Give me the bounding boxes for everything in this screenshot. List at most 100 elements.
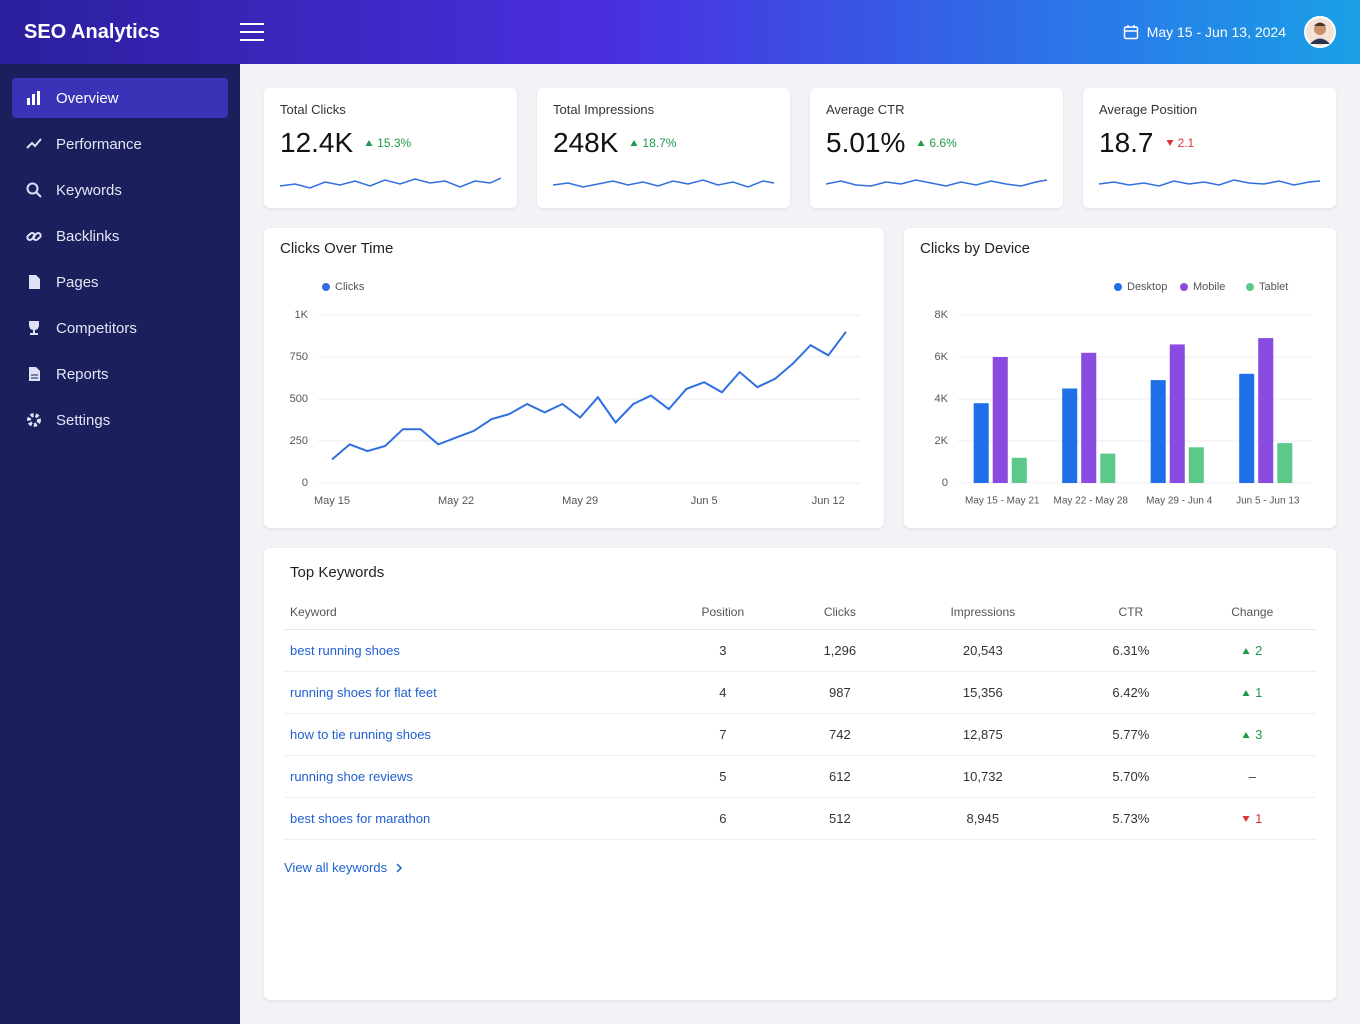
nav-icon <box>26 232 42 241</box>
view-all-link[interactable]: View all keywords <box>284 860 403 875</box>
nav-icon <box>27 91 40 105</box>
nav-item[interactable]: Competitors <box>12 308 228 348</box>
table-cell: 5.70% <box>1073 755 1189 798</box>
bar <box>1239 373 1255 483</box>
nav-item[interactable]: Settings <box>12 400 228 440</box>
nav-item[interactable]: Backlinks <box>12 216 228 256</box>
chart-title: Clicks by Device <box>920 240 1031 257</box>
nav-item[interactable]: Keywords <box>12 170 228 210</box>
table-cell: 3 <box>658 629 788 672</box>
cell-text: 612 <box>828 769 851 784</box>
keyword-link[interactable]: how to tie running shoes <box>290 727 431 742</box>
sparkline <box>826 179 1047 187</box>
trend-arrow <box>1242 648 1250 654</box>
bar <box>1062 388 1078 483</box>
cell-text: 5 <box>719 769 727 784</box>
table-cell: 987 <box>787 671 893 714</box>
nav-icon <box>29 367 40 381</box>
cell-text: 5.73% <box>1112 811 1150 826</box>
table-cell: running shoe reviews <box>284 755 659 798</box>
y-tick-label: 750 <box>290 351 308 363</box>
sparkline <box>553 179 774 188</box>
y-tick-label: 0 <box>302 477 308 489</box>
cell-text: 6.31% <box>1112 643 1150 658</box>
nav-item[interactable]: Pages <box>12 262 228 302</box>
nav-item[interactable]: Reports <box>12 354 228 394</box>
cell-text: 4 <box>719 685 727 700</box>
cell-text: 512 <box>828 811 851 826</box>
x-tick-label: May 15 - May 21 <box>965 496 1040 507</box>
table-card: Top Keywords Keyword Position Clicks Impres… <box>264 548 1336 1000</box>
trend-arrow <box>1242 732 1250 738</box>
table-cell: 20,543 <box>892 629 1074 672</box>
cell-text: 20,543 <box>962 643 1003 658</box>
nav-icon <box>27 413 41 427</box>
date-range[interactable]: May 15 - Jun 13, 2024 <box>1123 24 1286 40</box>
legend-marker <box>1246 283 1254 291</box>
menu-button[interactable] <box>240 23 264 41</box>
y-tick-label: 250 <box>290 435 308 447</box>
y-tick-label: 500 <box>290 393 308 405</box>
table-row: how to tie running shoes 7 742 12,875 5.77% 3 <box>284 713 1316 756</box>
bar <box>1188 447 1204 483</box>
cell-text: 6.42% <box>1112 685 1150 700</box>
keyword-link[interactable]: running shoes for flat feet <box>290 685 437 700</box>
kpi-change-text: 18.7% <box>642 136 677 150</box>
table-body: best running shoes 3 1,296 20,543 6.31% 2 runn… <box>284 629 1316 840</box>
nav-icon <box>29 321 39 335</box>
main-content: Total Clicks 12.4K 15.3% Total Impression… <box>240 64 1360 1024</box>
keyword-link[interactable]: running shoe reviews <box>290 769 413 784</box>
trend-arrow <box>1242 690 1250 696</box>
change-text: 1 <box>1255 685 1263 700</box>
column-header: Change <box>1188 595 1316 630</box>
sparkline <box>280 177 501 189</box>
trend-arrow <box>1166 140 1173 146</box>
y-tick-label: 4K <box>935 393 949 405</box>
keyword-link[interactable]: best shoes for marathon <box>290 811 431 826</box>
chart: 0 250 500 750 1K Clicks May 15 May 22 May 29 Jun … <box>290 281 860 507</box>
kpi-change: 6.6% <box>917 136 957 150</box>
nav-label: Backlinks <box>56 227 120 245</box>
cell-text: 10,732 <box>962 769 1003 784</box>
trend-arrow <box>917 140 925 146</box>
nav-label: Pages <box>56 273 99 291</box>
table-cell: best shoes for marathon <box>284 797 659 840</box>
change-text: – <box>1248 769 1256 784</box>
cell-text: 7 <box>719 727 727 742</box>
bar <box>1100 453 1116 483</box>
change-text: 3 <box>1255 727 1263 742</box>
legend-marker <box>322 283 330 291</box>
kpi-value: 18.7 <box>1099 127 1154 158</box>
chart-card: Clicks by Device 0 2K 4K 6K 8K Desktop Mobile T… <box>904 228 1336 528</box>
bar <box>1150 380 1166 483</box>
table-cell: 512 <box>787 797 893 840</box>
kpi-label: Total Impressions <box>553 102 655 117</box>
table-cell: 1,296 <box>787 629 893 672</box>
x-tick-label: Jun 5 - Jun 13 <box>1236 496 1300 507</box>
bar <box>1258 338 1274 483</box>
nav-item[interactable]: Overview <box>12 78 228 118</box>
table-cell: 612 <box>787 755 893 798</box>
table-cell: 5.73% <box>1073 797 1189 840</box>
table-cell: how to tie running shoes <box>284 713 659 756</box>
x-tick-label: Jun 12 <box>812 495 845 507</box>
link-text: View all keywords <box>284 860 388 875</box>
nav-label: Settings <box>56 411 111 429</box>
user-avatar[interactable] <box>1304 16 1336 48</box>
nav-item[interactable]: Performance <box>12 124 228 164</box>
table-cell: best running shoes <box>284 629 659 672</box>
kpi-label: Total Clicks <box>280 102 346 117</box>
legend-label: Tablet <box>1259 281 1288 293</box>
x-tick-label: Jun 5 <box>691 495 718 507</box>
arrow-shape <box>1242 732 1250 738</box>
cell-text: 5.70% <box>1112 769 1150 784</box>
legend-label: Desktop <box>1127 281 1167 293</box>
cell-text: 742 <box>828 727 851 742</box>
chevron-icon <box>396 862 403 873</box>
bar <box>1081 352 1097 483</box>
keyword-link[interactable]: best running shoes <box>290 643 400 658</box>
bar <box>992 357 1008 483</box>
table-cell: 742 <box>787 713 893 756</box>
kpi-change-text: 6.6% <box>929 136 957 150</box>
